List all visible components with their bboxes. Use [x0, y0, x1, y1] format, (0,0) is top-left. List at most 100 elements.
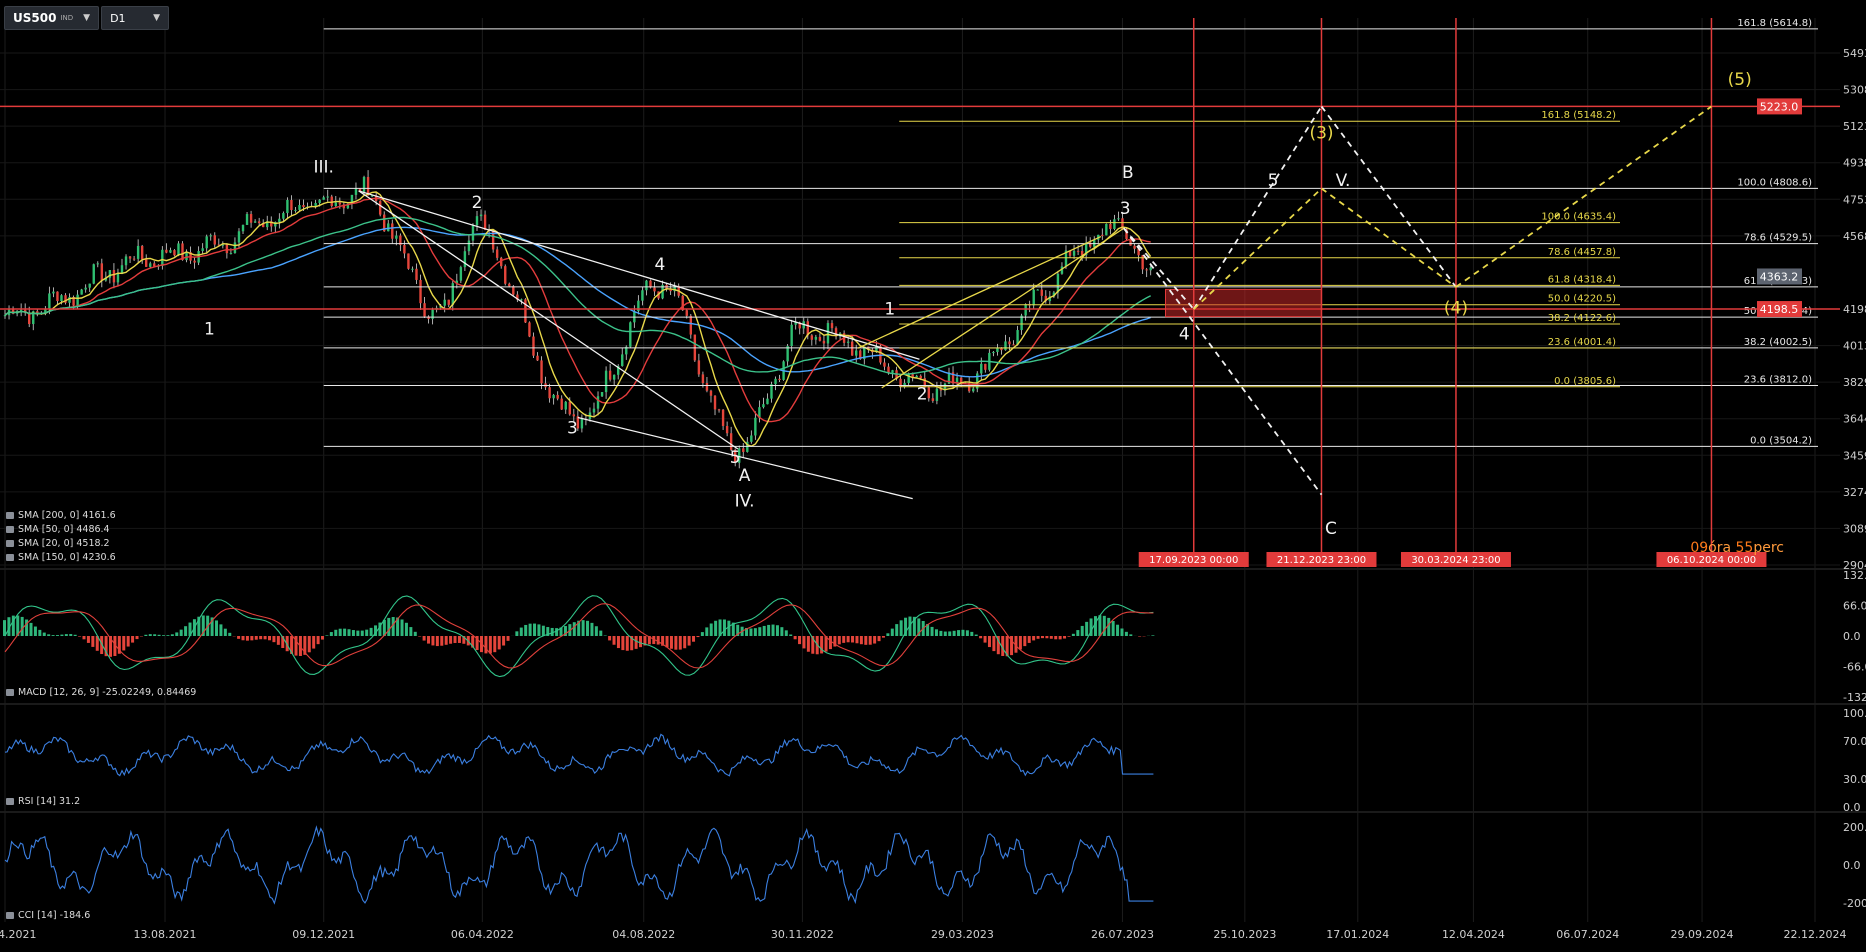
- candle-body: [80, 290, 82, 295]
- candle-body: [722, 410, 724, 426]
- macd-histogram-bar: [524, 625, 527, 636]
- macd-histogram-bar: [789, 635, 792, 636]
- macd-histogram-bar: [705, 627, 708, 636]
- candle-body: [1101, 235, 1103, 236]
- macd-histogram-bar: [78, 636, 81, 637]
- legend-macd-label: MACD [12, 26, 9] -25.02249, 0.84469: [18, 687, 196, 698]
- legend-cci[interactable]: CCI [14] -184.6: [6, 910, 90, 921]
- date-tick: 26.07.2023: [1091, 928, 1154, 941]
- macd-histogram-bar: [1081, 626, 1084, 636]
- macd-histogram-bar: [215, 620, 218, 636]
- macd-histogram-bar: [259, 636, 262, 639]
- projection-path: [1321, 106, 1455, 287]
- macd-histogram-bar: [948, 631, 951, 636]
- macd-histogram-bar: [710, 623, 713, 636]
- candle-body: [1033, 290, 1035, 306]
- macd-histogram-bar: [758, 627, 761, 636]
- macd-histogram-bar: [423, 636, 426, 641]
- candle-body: [48, 293, 50, 308]
- legend-sma150[interactable]: SMA [150, 0] 4230.6: [6, 552, 116, 563]
- macd-histogram-bar: [308, 636, 311, 652]
- candle-body: [214, 235, 216, 244]
- macd-histogram-bar: [507, 636, 510, 641]
- candle-body: [686, 310, 688, 316]
- macd-histogram-bar: [586, 621, 589, 636]
- macd-histogram-bar: [785, 630, 788, 636]
- candle-body: [920, 376, 922, 378]
- macd-histogram-bar: [228, 633, 231, 636]
- macd-histogram-bar: [608, 636, 611, 640]
- legend-sma200[interactable]: SMA [200, 0] 4161.6: [6, 510, 116, 521]
- candle-body: [811, 335, 813, 339]
- macd-histogram-bar: [312, 636, 315, 649]
- candle-body: [314, 203, 316, 206]
- wave-label: IV.: [735, 492, 755, 512]
- macd-histogram-bar: [361, 631, 364, 636]
- macd-histogram-bar: [966, 630, 969, 636]
- candle-body: [569, 402, 571, 415]
- legend-rsi[interactable]: RSI [14] 31.2: [6, 796, 80, 807]
- candle-body: [484, 215, 486, 230]
- macd-histogram-bar: [1032, 636, 1035, 640]
- macd-histogram-bar: [158, 635, 161, 636]
- candle-body: [476, 216, 478, 225]
- macd-histogram-bar: [626, 636, 629, 651]
- candle-body: [234, 242, 236, 253]
- toolbar: US500 IND ▼ D1 ▼: [4, 6, 169, 30]
- legend-sma200-label: SMA [200, 0] 4161.6: [18, 510, 116, 521]
- macd-histogram-bar: [277, 636, 280, 645]
- macd-tick: 66.03937: [1843, 600, 1866, 613]
- date-tick: 09.12.2021: [292, 928, 355, 941]
- candle-body: [702, 374, 704, 383]
- symbol-selector[interactable]: US500 IND ▼: [4, 6, 99, 30]
- candle-body: [403, 245, 405, 253]
- timeframe-selector[interactable]: D1 ▼: [101, 6, 169, 30]
- legend-sma20[interactable]: SMA [20, 0] 4518.2: [6, 538, 110, 549]
- candle-body: [984, 364, 986, 370]
- macd-histogram-bar: [493, 636, 496, 652]
- wave-label: 1: [884, 300, 895, 320]
- macd-histogram-bar: [895, 624, 898, 636]
- macd-histogram-bar: [957, 630, 960, 636]
- candle-body: [210, 235, 212, 236]
- candle-body: [540, 360, 542, 383]
- fib-label-right: 38.2 (4122.6): [1548, 313, 1616, 324]
- candle-body: [561, 399, 563, 410]
- price-tick: 5493.0: [1843, 47, 1866, 60]
- legend-macd[interactable]: MACD [12, 26, 9] -25.02249, 0.84469: [6, 687, 196, 698]
- candle-body: [177, 243, 179, 255]
- candle-body: [597, 396, 599, 408]
- legend-sma50[interactable]: SMA [50, 0] 4486.4: [6, 524, 110, 535]
- wave-label: III.: [313, 157, 333, 177]
- candle-body: [141, 246, 143, 259]
- wave-line: [359, 191, 738, 449]
- wave-label: 3: [567, 418, 578, 438]
- symbol-type: IND: [60, 14, 73, 22]
- macd-histogram-bar: [162, 635, 165, 636]
- legend-rsi-label: RSI [14] 31.2: [18, 796, 80, 807]
- macd-histogram-bar: [87, 636, 90, 643]
- candle-body: [690, 316, 692, 335]
- candle-body: [452, 283, 454, 305]
- wave-label: 2: [472, 193, 483, 213]
- date-tick: 29.03.2023: [931, 928, 994, 941]
- candle-body: [286, 200, 288, 213]
- candle-body: [548, 387, 550, 398]
- macd-histogram-bar: [414, 632, 417, 636]
- date-tick: 06.04.2022: [451, 928, 514, 941]
- rsi-line: [5, 734, 1153, 775]
- fib-label-left: 23.6 (3812.0): [1744, 374, 1812, 385]
- macd-histogram-bar: [984, 636, 987, 643]
- macd-histogram-bar: [184, 626, 187, 636]
- macd-histogram-bar: [1103, 616, 1106, 636]
- candle-body: [468, 241, 470, 252]
- candle-body: [355, 189, 357, 195]
- macd-histogram-bar: [1085, 622, 1088, 636]
- macd-histogram-bar: [639, 636, 642, 647]
- candle-body: [1041, 290, 1043, 296]
- macd-histogram-bar: [445, 636, 448, 645]
- macd-histogram-bar: [674, 636, 677, 650]
- candle-body: [185, 252, 187, 260]
